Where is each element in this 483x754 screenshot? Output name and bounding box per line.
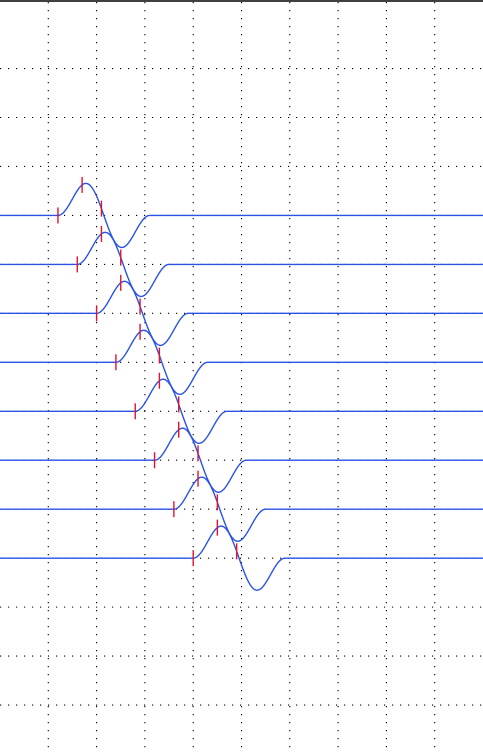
waveform-series-line bbox=[0, 378, 483, 445]
waveform-series-line bbox=[0, 329, 483, 396]
waveform-series-line bbox=[0, 182, 483, 249]
series-layer bbox=[0, 182, 483, 591]
waveform-series-line bbox=[0, 476, 483, 542]
waveform-series-line bbox=[0, 231, 483, 298]
waveform-series-line bbox=[0, 280, 483, 347]
marker-layer bbox=[57, 176, 238, 567]
waveform-series-line bbox=[0, 525, 483, 591]
waveform-series-line bbox=[0, 427, 483, 493]
